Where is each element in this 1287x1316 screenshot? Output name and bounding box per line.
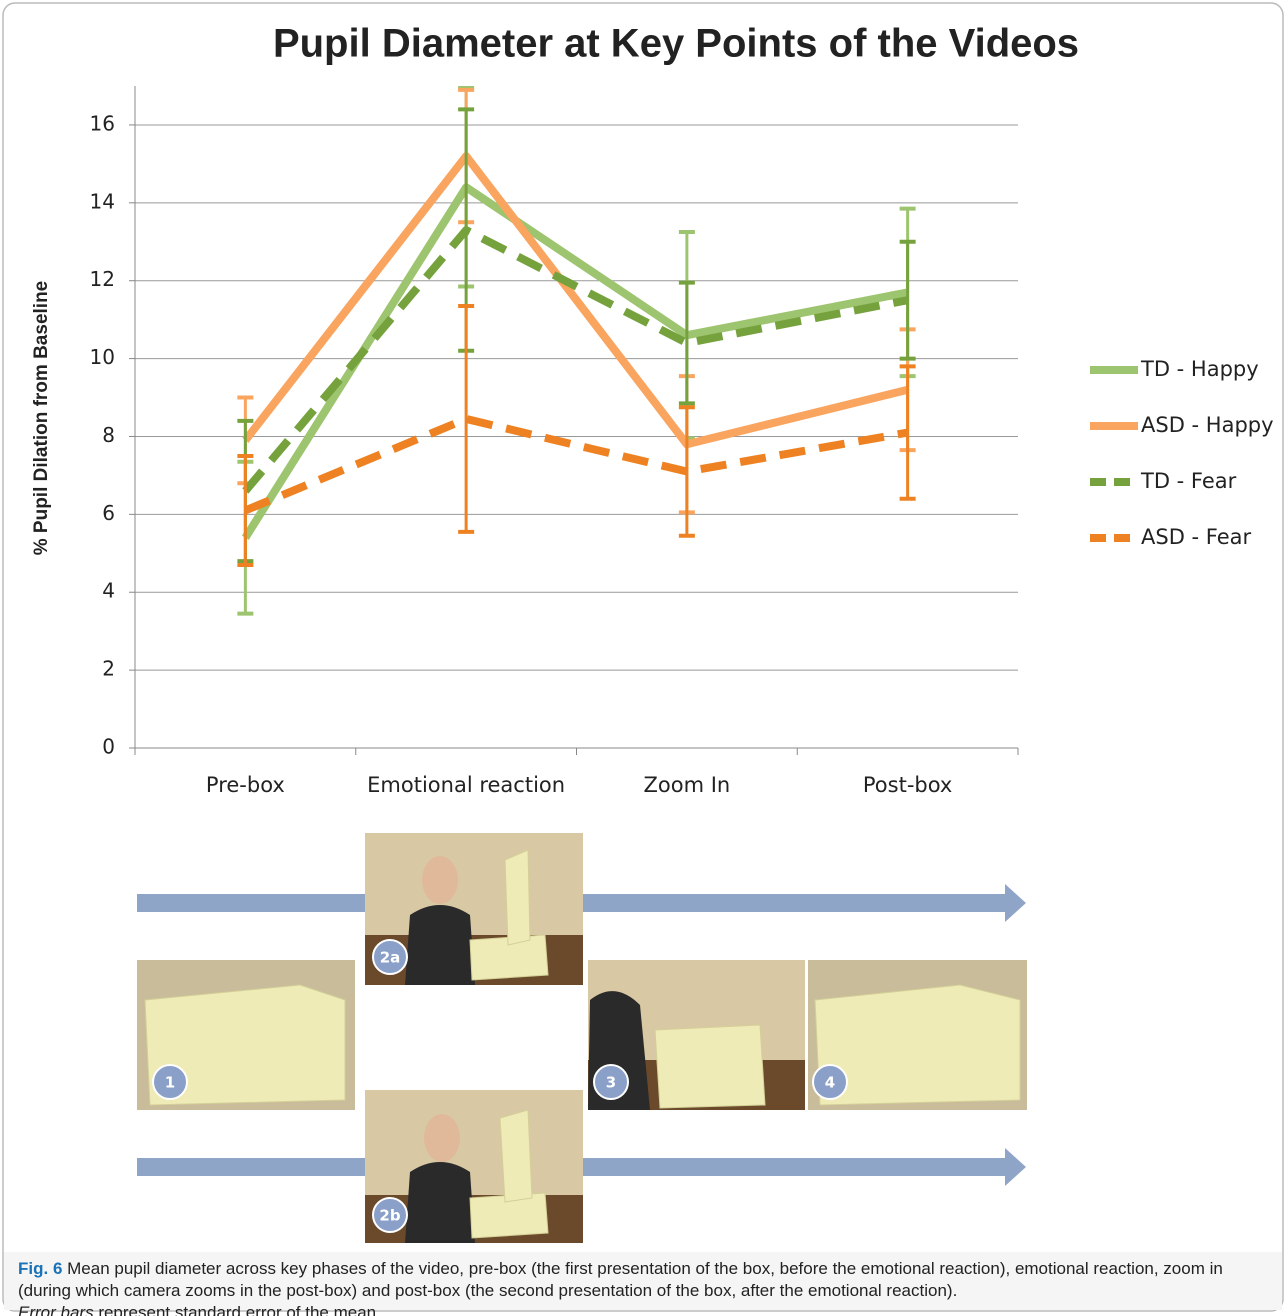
panel-badge [152,1064,188,1100]
legend-label: TD - Fear [1140,469,1237,493]
panel-badge [812,1064,848,1100]
caption-emphasis: Error bars [18,1303,94,1316]
panel-badge [372,939,408,975]
panel-label: 4 [825,1074,835,1092]
photo-4 [808,960,1027,1110]
caption-background [4,1252,1282,1310]
caption-text-end: represent standard error of the mean [98,1303,377,1316]
x-tick-label: Pre-box [206,773,285,797]
caption-label: Fig. 6 [18,1259,63,1278]
error-bar [678,280,695,406]
caption-text: Mean pupil diameter across key phases of… [18,1259,1223,1300]
panel-badge [372,1197,408,1233]
chart-title: Pupil Diameter at Key Points of the Vide… [273,22,1079,66]
legend-label: ASD - Happy [1141,413,1274,437]
y-tick-label: 16 [90,111,115,135]
y-tick-label: 10 [90,345,115,369]
panel-label: 2a [380,949,401,967]
y-tick-label: 0 [102,735,115,759]
series-line [243,414,909,515]
panel-label: 3 [606,1074,616,1092]
figure-caption: Fig. 6 Mean pupil diameter across key ph… [18,1258,1270,1316]
x-tick-label: Post-box [863,773,952,797]
panel-label: 2b [379,1207,400,1225]
y-tick-label: 2 [102,657,115,681]
y-tick-label: 6 [102,501,115,525]
panel-label: 1 [165,1074,175,1092]
legend-label: TD - Happy [1140,357,1259,381]
series-line [242,152,909,449]
x-tick-label: Emotional reaction [367,773,565,797]
y-tick-label: 12 [90,267,115,291]
x-tick-label: Zoom In [644,773,731,797]
panel-badge [593,1064,629,1100]
y-tick-label: 4 [102,579,115,603]
y-axis-label: % Pupil Dilation from Baseline [31,281,52,556]
series-line [242,226,909,494]
error-bar [458,304,475,534]
y-tick-label: 14 [90,189,115,213]
legend-label: ASD - Fear [1141,525,1252,549]
y-tick-label: 8 [102,423,115,447]
error-bar [899,239,916,361]
